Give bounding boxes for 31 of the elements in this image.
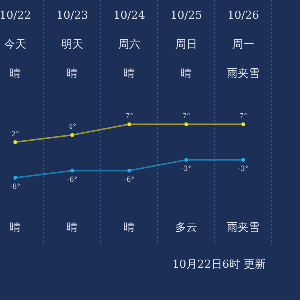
text: 晴 <box>10 67 21 80</box>
point <box>14 140 18 144</box>
point <box>70 133 74 138</box>
point <box>128 122 132 126</box>
x-tick-label: 10/24 <box>114 9 146 22</box>
text: 周一 <box>232 38 254 51</box>
text: 晴 <box>181 67 192 80</box>
point <box>242 122 246 126</box>
text: 雨夹雪 <box>227 67 260 80</box>
text: 雨夹雪 <box>227 221 260 234</box>
x-tick-label: 10/22 <box>0 9 32 22</box>
point <box>14 176 18 180</box>
text: 周六 <box>118 38 140 51</box>
text: 今天 <box>4 38 26 51</box>
text: 晴 <box>124 67 135 80</box>
x-tick-label: 10/25 <box>170 9 202 22</box>
text: 10月22日6时 更新 <box>172 258 266 271</box>
text: 晴 <box>10 221 21 234</box>
point <box>184 158 188 162</box>
text: 明天 <box>62 38 84 51</box>
text: 晴 <box>124 221 135 234</box>
text: 晴 <box>67 67 78 80</box>
point <box>70 169 74 173</box>
x-tick-label: 10/26 <box>228 9 260 22</box>
x-tick-label: 10/23 <box>56 9 88 22</box>
point <box>184 122 188 126</box>
point <box>128 169 132 173</box>
text: 晴 <box>67 221 78 234</box>
text: 多云 <box>176 221 198 234</box>
point <box>242 158 246 162</box>
text: 周日 <box>176 38 198 51</box>
